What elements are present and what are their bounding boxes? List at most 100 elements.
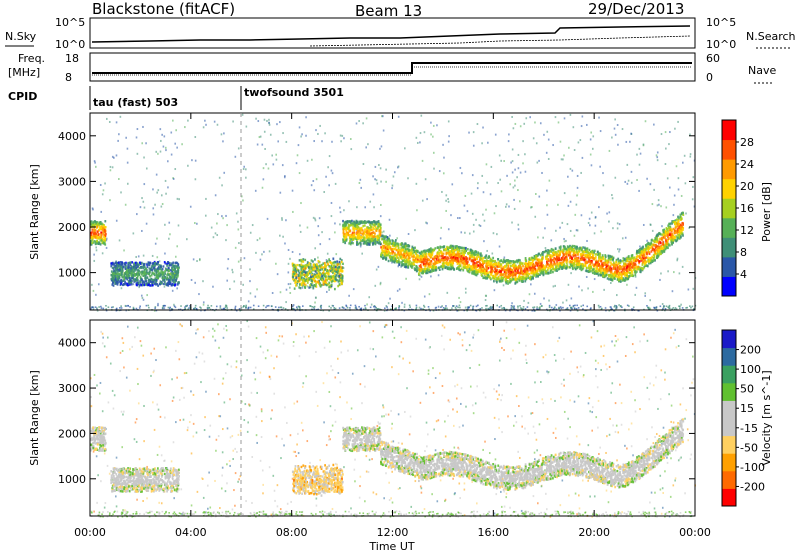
- echo-cell: [300, 287, 302, 289]
- echo-cell: [546, 190, 548, 192]
- echo-cell: [112, 273, 114, 275]
- echo-cell: [99, 222, 101, 224]
- echo-cell: [176, 245, 178, 247]
- echo-cell: [336, 260, 338, 262]
- echo-cell: [364, 242, 366, 244]
- echo-cell: [243, 168, 245, 170]
- echo-cell: [566, 299, 568, 301]
- echo-cell: [312, 306, 314, 308]
- echo-cell: [586, 124, 588, 126]
- freq-label-line1: Freq.: [18, 52, 45, 65]
- echo-cell: [309, 270, 311, 272]
- echo-cell: [154, 262, 156, 264]
- echo-cell: [472, 213, 474, 215]
- echo-cell: [288, 263, 290, 265]
- echo-cell: [398, 116, 400, 118]
- echo-cell: [121, 307, 123, 309]
- echo-cell: [523, 306, 525, 308]
- echo-cell: [268, 119, 270, 121]
- echo-cell: [366, 303, 368, 305]
- echo-cell: [222, 140, 224, 142]
- echo-cell: [315, 129, 317, 131]
- echo-cell: [130, 270, 132, 272]
- echo-cell: [309, 264, 311, 266]
- echo-cell: [117, 140, 119, 142]
- echo-cell: [248, 300, 250, 302]
- echo-cell: [165, 180, 167, 182]
- echo-cell: [424, 131, 426, 133]
- echo-cell: [365, 221, 367, 223]
- echo-cell: [373, 232, 375, 234]
- echo-cell: [433, 152, 435, 154]
- echo-cell: [680, 304, 682, 306]
- echo-cell: [413, 255, 415, 257]
- echo-cell: [512, 160, 514, 162]
- echo-cell: [505, 206, 507, 208]
- echo-cell: [157, 276, 159, 278]
- echo-cell: [349, 234, 351, 236]
- echo-cell: [568, 205, 570, 207]
- echo-cell: [248, 307, 250, 309]
- echo-cell: [390, 259, 392, 261]
- echo-cell: [348, 200, 350, 202]
- echo-cell: [94, 232, 96, 234]
- echo-cell: [508, 205, 510, 207]
- echo-cell: [167, 261, 169, 263]
- echo-cell: [413, 263, 415, 265]
- echo-cell: [327, 283, 329, 285]
- echo-cell: [157, 153, 159, 155]
- echo-cell: [322, 280, 324, 282]
- echo-cell: [340, 211, 342, 213]
- echo-cell: [149, 275, 151, 277]
- echo-cell: [289, 258, 291, 260]
- echo-cell: [168, 269, 170, 271]
- echo-cell: [327, 253, 329, 255]
- echo-cell: [678, 305, 680, 307]
- echo-cell: [337, 263, 339, 265]
- echo-cell: [538, 262, 540, 264]
- echo-cell: [167, 186, 169, 188]
- echo-cell: [191, 159, 193, 161]
- echo-cell: [92, 306, 94, 308]
- echo-cell: [109, 199, 111, 201]
- echo-cell: [146, 305, 148, 307]
- echo-cell: [429, 293, 431, 295]
- echo-cell: [549, 306, 551, 308]
- echo-cell: [586, 306, 588, 308]
- echo-cell: [478, 224, 480, 226]
- echo-cell: [568, 284, 570, 286]
- echo-cell: [348, 220, 350, 222]
- echo-cell: [177, 267, 179, 269]
- echo-cell: [477, 123, 479, 125]
- echo-cell: [141, 267, 143, 269]
- echo-cell: [335, 274, 337, 276]
- echo-cell: [311, 280, 313, 282]
- echo-cell: [117, 270, 119, 272]
- echo-cell: [140, 281, 142, 283]
- echo-cell: [433, 168, 435, 170]
- echo-cell: [402, 254, 404, 256]
- echo-cell: [298, 275, 300, 277]
- echo-cell: [436, 258, 438, 260]
- echo-cell: [110, 166, 112, 168]
- echo-cell: [301, 284, 303, 286]
- echo-cell: [295, 276, 297, 278]
- echo-cell: [550, 239, 552, 241]
- echo-cell: [281, 217, 283, 219]
- echo-cell: [122, 266, 124, 268]
- echo-cell: [644, 295, 646, 297]
- echo-cell: [98, 283, 100, 285]
- echo-cell: [378, 223, 380, 225]
- echo-cell: [299, 283, 301, 285]
- echo-cell: [518, 167, 520, 169]
- echo-cell: [121, 272, 123, 274]
- echo-cell: [468, 307, 470, 309]
- echo-cell: [377, 183, 379, 185]
- echo-cell: [130, 273, 132, 275]
- echo-cell: [177, 198, 179, 200]
- echo-cell: [405, 266, 407, 268]
- echo-cell: [282, 236, 284, 238]
- echo-cell: [465, 292, 467, 294]
- echo-cell: [372, 243, 374, 245]
- echo-cell: [401, 264, 403, 266]
